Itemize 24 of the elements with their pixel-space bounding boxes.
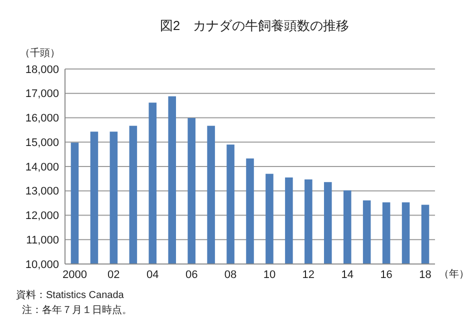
x-tick-label: 02: [108, 269, 120, 281]
x-axis-title: （年）: [439, 268, 469, 280]
y-tick-label: 10,000: [25, 258, 59, 271]
text: 注：各年７月１日時点。: [22, 304, 132, 316]
x-tick-label: 06: [185, 269, 198, 281]
x-tick-label: 2000: [62, 269, 87, 281]
y-tick-label: 18,000: [25, 64, 59, 76]
y-tick-label: 15,000: [25, 136, 59, 149]
y-tick-label: 13,000: [25, 186, 59, 198]
y-tick-label: 11,000: [26, 234, 59, 246]
x-tick-label: 16: [380, 269, 392, 281]
y-tick-label: 17,000: [25, 88, 59, 100]
x-tick-label: 10: [263, 269, 276, 281]
text: 資料：Statistics Canada: [16, 289, 124, 301]
x-tick-label: 12: [302, 269, 315, 281]
y-tick-label: 16,000: [25, 112, 59, 125]
x-tick-label: 14: [341, 269, 354, 281]
y-axis-title: （千頭）: [20, 47, 60, 59]
y-tick-label: 14,000: [25, 161, 59, 174]
y-tick-label: 12,000: [25, 210, 59, 222]
chart-title: 図2 カナダの牛飼養頭数の推移: [160, 18, 350, 33]
x-tick-label: 04: [146, 269, 159, 281]
x-tick-label: 18: [419, 269, 432, 281]
x-tick-label: 08: [224, 269, 237, 281]
